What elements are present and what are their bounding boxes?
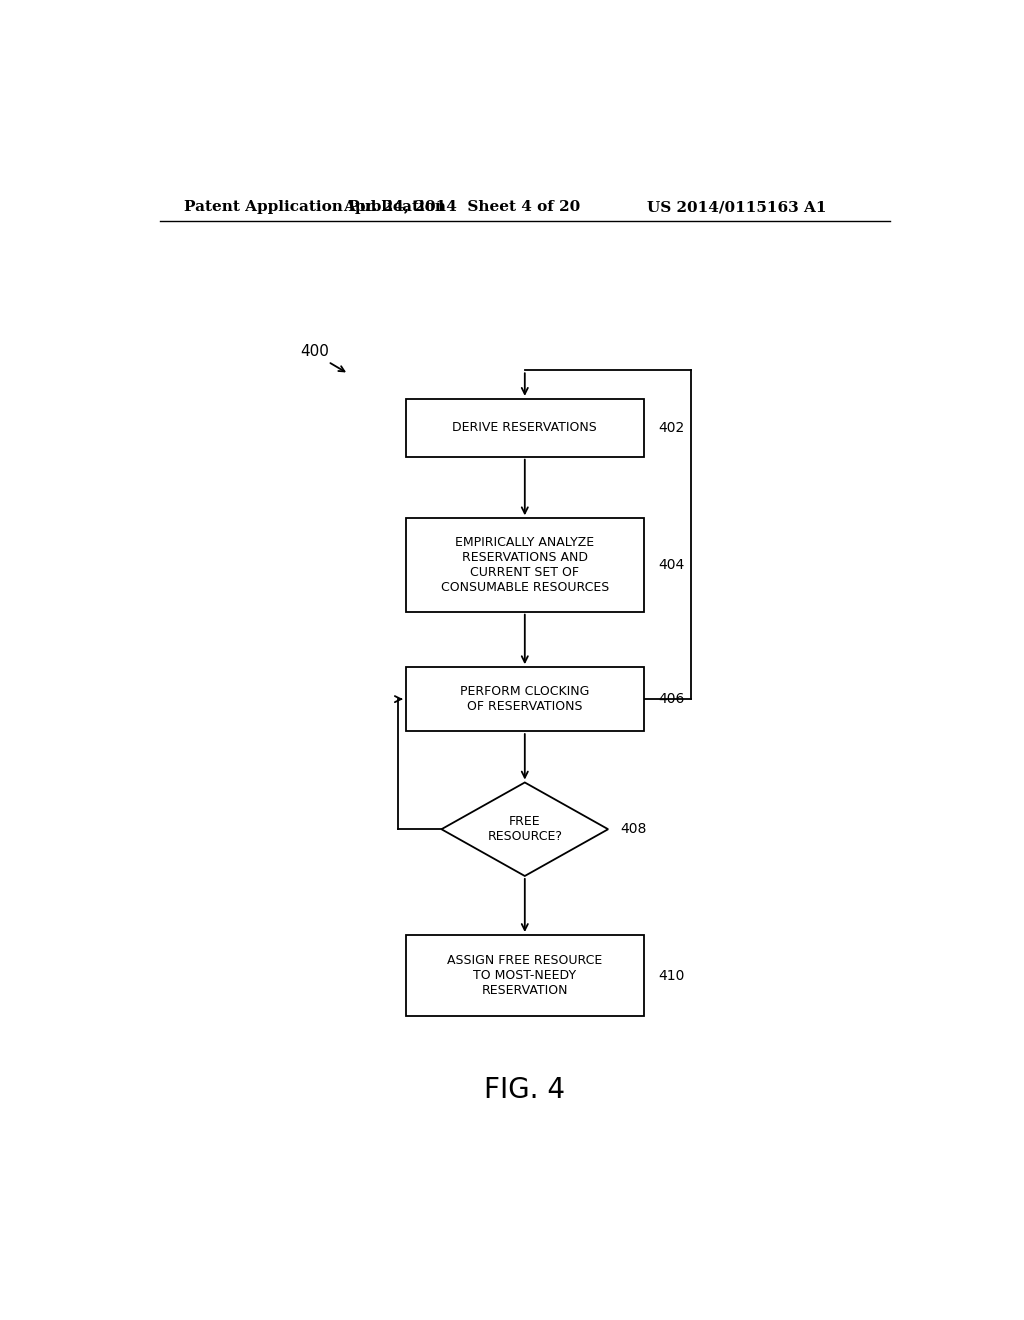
Bar [406, 935, 644, 1016]
Text: FIG. 4: FIG. 4 [484, 1076, 565, 1105]
Bar [406, 399, 644, 457]
Text: 402: 402 [658, 421, 684, 434]
Text: DERIVE RESERVATIONS: DERIVE RESERVATIONS [453, 421, 597, 434]
Text: FREE
RESOURCE?: FREE RESOURCE? [487, 816, 562, 843]
Text: Patent Application Publication: Patent Application Publication [183, 201, 445, 214]
Text: 410: 410 [658, 969, 684, 982]
Text: ASSIGN FREE RESOURCE
TO MOST-NEEDY
RESERVATION: ASSIGN FREE RESOURCE TO MOST-NEEDY RESER… [447, 954, 602, 997]
Text: EMPIRICALLY ANALYZE
RESERVATIONS AND
CURRENT SET OF
CONSUMABLE RESOURCES: EMPIRICALLY ANALYZE RESERVATIONS AND CUR… [440, 536, 609, 594]
Text: 408: 408 [620, 822, 646, 837]
Bar [406, 667, 644, 731]
Polygon shape [441, 783, 608, 876]
Text: PERFORM CLOCKING
OF RESERVATIONS: PERFORM CLOCKING OF RESERVATIONS [460, 685, 590, 713]
Bar [406, 519, 644, 611]
Text: US 2014/0115163 A1: US 2014/0115163 A1 [647, 201, 826, 214]
Text: Apr. 24, 2014  Sheet 4 of 20: Apr. 24, 2014 Sheet 4 of 20 [343, 201, 580, 214]
Text: 406: 406 [658, 692, 684, 706]
Text: 400: 400 [300, 345, 329, 359]
Text: 404: 404 [658, 558, 684, 572]
